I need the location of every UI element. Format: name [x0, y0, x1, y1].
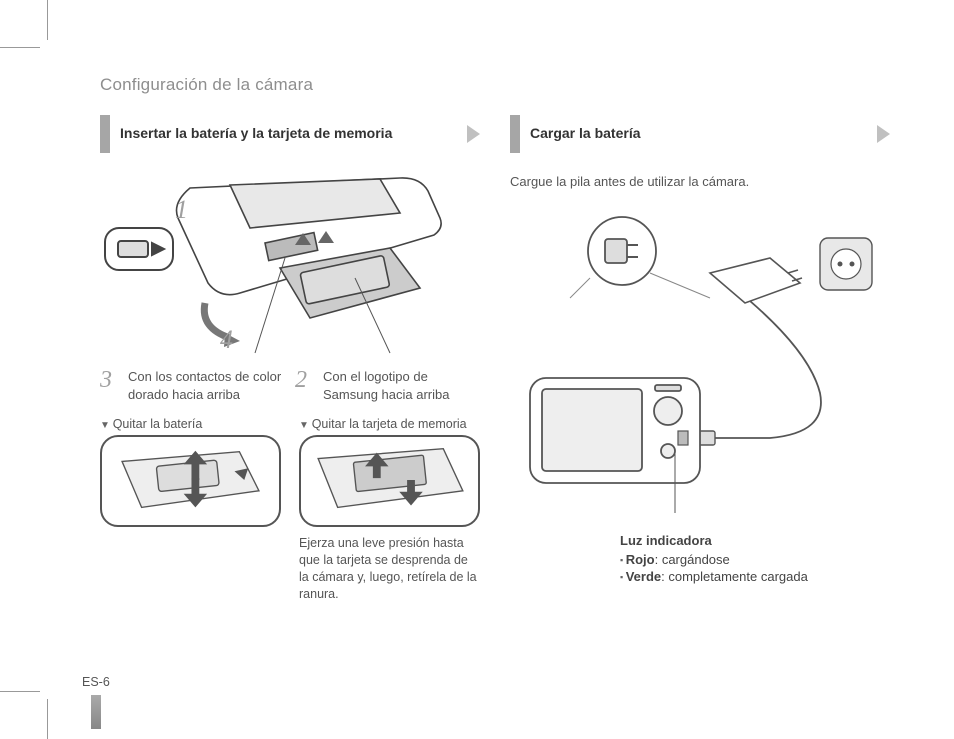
right-column: Cargar la batería Cargue la pila antes d…: [510, 113, 890, 603]
page-number-bar: [91, 695, 101, 729]
charge-intro-text: Cargue la pila antes de utilizar la cáma…: [510, 173, 890, 191]
two-column-layout: Insertar la batería y la tarjeta de memo…: [100, 113, 890, 603]
heading-bar: [100, 115, 110, 153]
charge-diagram: [510, 203, 890, 523]
indicator-green: Verde: completamente cargada: [620, 569, 890, 584]
left-column: Insertar la batería y la tarjeta de memo…: [100, 113, 480, 603]
page-title: Configuración de la cámara: [100, 75, 890, 95]
crop-mark: [47, 699, 48, 739]
section-heading-insert: Insertar la batería y la tarjeta de memo…: [100, 113, 480, 155]
step-captions-row: 3 Con los contactos de color dorado haci…: [100, 368, 480, 403]
indicator-block: Luz indicadora Rojo: cargándose Verde: c…: [620, 533, 890, 584]
crop-mark: [0, 691, 40, 692]
step-2-text: Con el logotipo de Samsung hacia arriba: [323, 368, 480, 403]
page-content: Configuración de la cámara Insertar la b…: [100, 75, 890, 603]
charging-illustration: [510, 203, 890, 523]
step-number-4: 4: [220, 325, 233, 355]
heading-arrow-icon: [467, 125, 480, 143]
indicator-red-label: Rojo: [626, 552, 655, 567]
step-number-1: 1: [175, 195, 188, 225]
remove-battery-heading: Quitar la batería: [100, 417, 281, 431]
remove-card-illustration: [299, 435, 480, 527]
page-number: ES-6: [82, 675, 110, 689]
indicator-red-text: : cargándose: [655, 552, 730, 567]
remove-card-caption: Ejerza una leve presión hasta que la tar…: [299, 535, 480, 603]
camera-insert-illustration: [100, 173, 480, 358]
indicator-green-label: Verde: [626, 569, 661, 584]
indicator-red: Rojo: cargándose: [620, 552, 890, 567]
step-3: 3 Con los contactos de color dorado haci…: [100, 368, 285, 403]
crop-mark: [47, 0, 48, 40]
remove-card-heading: Quitar la tarjeta de memoria: [299, 417, 480, 431]
indicator-list: Rojo: cargándose Verde: completamente ca…: [620, 552, 890, 584]
heading-text: Cargar la batería: [530, 125, 877, 143]
step-number-3: 3: [100, 368, 118, 392]
insert-diagram: 1 4: [100, 173, 480, 358]
section-heading-charge: Cargar la batería: [510, 113, 890, 155]
step-2: 2 Con el logotipo de Samsung hacia arrib…: [295, 368, 480, 403]
crop-mark: [0, 47, 40, 48]
step-3-text: Con los contactos de color dorado hacia …: [128, 368, 285, 403]
step-number-2: 2: [295, 368, 313, 392]
page-number-block: ES-6: [82, 675, 110, 729]
remove-battery-block: Quitar la batería: [100, 417, 281, 603]
heading-bar: [510, 115, 520, 153]
indicator-title: Luz indicadora: [620, 533, 890, 548]
remove-card-block: Quitar la tarjeta de memoria Ejerza una …: [299, 417, 480, 603]
removal-row: Quitar la batería: [100, 417, 480, 603]
heading-text: Insertar la batería y la tarjeta de memo…: [120, 125, 467, 143]
heading-arrow-icon: [877, 125, 890, 143]
indicator-green-text: : completamente cargada: [661, 569, 808, 584]
remove-battery-illustration: [100, 435, 281, 527]
